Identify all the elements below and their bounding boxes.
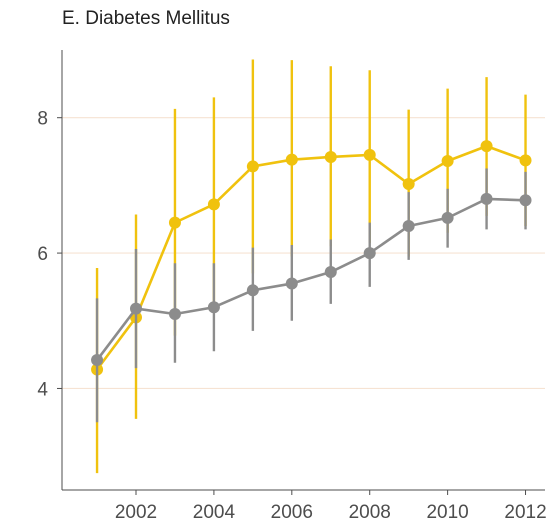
series-0-point-2004 [207,198,220,211]
series-1-point-2005 [246,284,259,297]
series-0-point-2011 [480,140,493,153]
series-0-point-2010 [441,155,454,168]
x-tick-label-2004: 2004 [193,502,236,523]
x-tick-label-2002: 2002 [115,502,157,523]
series-1-point-2012 [519,194,532,207]
series-0-point-2008 [363,148,376,161]
series-1-point-2010 [441,211,454,224]
y-tick-label-4: 4 [37,379,48,400]
series-1-point-2006 [285,277,298,290]
tick-labels: 4 6 8 2002 2004 2006 2008 2010 2012 [37,109,546,523]
series-0-point-2005 [246,160,259,173]
y-tick-label-6: 6 [37,244,48,265]
series-0-point-2009 [402,178,415,191]
series-0-point-2006 [285,153,298,166]
series-layer [91,59,532,474]
y-tick-label-8: 8 [37,109,48,130]
series-0-point-2007 [324,150,337,163]
series-1-point-2003 [168,308,181,320]
chart-title: E. Diabetes Mellitus [62,8,230,29]
series-1-point-2009 [402,220,415,232]
x-tick-label-2008: 2008 [349,502,391,523]
x-tick-label-2010: 2010 [426,502,468,523]
series-0-point-2003 [168,216,181,229]
grid-lines [62,117,545,390]
series-0 [91,59,532,474]
series-1-point-2011 [480,192,493,205]
x-tick-label-2006: 2006 [271,502,313,523]
series-1-point-2002 [130,302,143,315]
axes [57,50,545,495]
series-0-line [96,144,526,371]
series-1-point-2004 [207,301,220,314]
series-1 [91,168,532,423]
series-1-line [96,197,526,361]
x-tick-label-2012: 2012 [504,502,546,523]
series-1-point-2007 [324,266,337,279]
series-1-point-2008 [363,247,376,260]
series-0-point-2012 [519,154,532,167]
series-1-point-2001 [91,354,104,367]
